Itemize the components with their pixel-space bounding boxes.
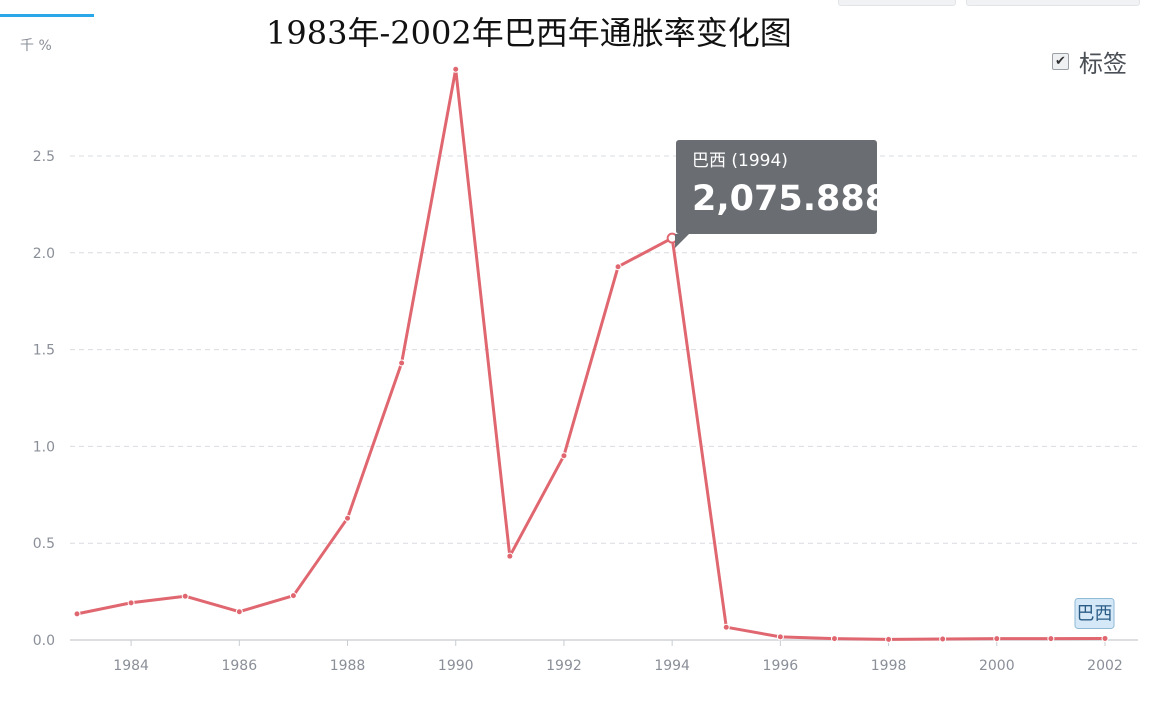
- tooltip-value: 2,075.888: [692, 179, 890, 219]
- tooltip-header: 巴西 (1994): [692, 151, 788, 171]
- series-line-brazil: [76, 67, 1106, 641]
- data-point: [127, 599, 135, 607]
- x-tick-label: 1986: [221, 658, 257, 674]
- data-point: [398, 359, 406, 367]
- y-tick-label: 1.0: [33, 439, 55, 455]
- series-end-label: 巴西: [1077, 603, 1113, 624]
- data-point: [181, 592, 189, 600]
- data-point: [722, 623, 730, 631]
- x-tick-label: 1984: [113, 658, 149, 674]
- y-tick-label: 1.5: [33, 343, 55, 359]
- data-point: [776, 633, 784, 641]
- y-axis-unit: 千 %: [20, 38, 52, 54]
- data-point: [939, 635, 947, 643]
- x-tick-label: 1988: [330, 658, 366, 674]
- toolbar-button-1[interactable]: [838, 0, 956, 6]
- labels-checkbox[interactable]: ✔: [1052, 53, 1069, 70]
- data-point: [344, 514, 352, 522]
- data-tooltip: 巴西 (1994) 2,075.888: [675, 140, 890, 248]
- y-tick-label: 0.5: [33, 536, 55, 552]
- data-point: [452, 65, 460, 73]
- data-point: [614, 263, 622, 271]
- x-tick-label: 1990: [438, 658, 474, 674]
- x-tick-label: 2002: [1087, 658, 1123, 674]
- x-tick-label: 1992: [546, 658, 582, 674]
- data-point: [1047, 635, 1055, 643]
- data-point: [235, 608, 243, 616]
- y-tick-label: 0.0: [33, 633, 55, 649]
- data-point: [885, 635, 893, 643]
- chart-title: 1983年-2002年巴西年通胀率变化图: [266, 14, 792, 52]
- x-tick-label: 1998: [871, 658, 907, 674]
- series-end-label-box: [1074, 597, 1115, 629]
- x-tick-label: 1994: [654, 658, 690, 674]
- data-point: [560, 452, 568, 460]
- toolbar-button-2[interactable]: [966, 0, 1140, 6]
- active-tab-indicator: [0, 14, 94, 17]
- labels-toggle[interactable]: ✔ 标签: [1052, 44, 1127, 79]
- data-point: [289, 592, 297, 600]
- data-point: [993, 635, 1001, 643]
- data-point: [73, 610, 81, 618]
- data-point: [1101, 634, 1109, 642]
- x-tick-label: 1996: [763, 658, 799, 674]
- data-point: [506, 552, 514, 560]
- x-tick-label: 2000: [979, 658, 1015, 674]
- labels-toggle-label: 标签: [1079, 50, 1127, 78]
- y-tick-label: 2.0: [33, 246, 55, 262]
- data-point: [830, 635, 838, 643]
- y-tick-label: 2.5: [33, 149, 55, 165]
